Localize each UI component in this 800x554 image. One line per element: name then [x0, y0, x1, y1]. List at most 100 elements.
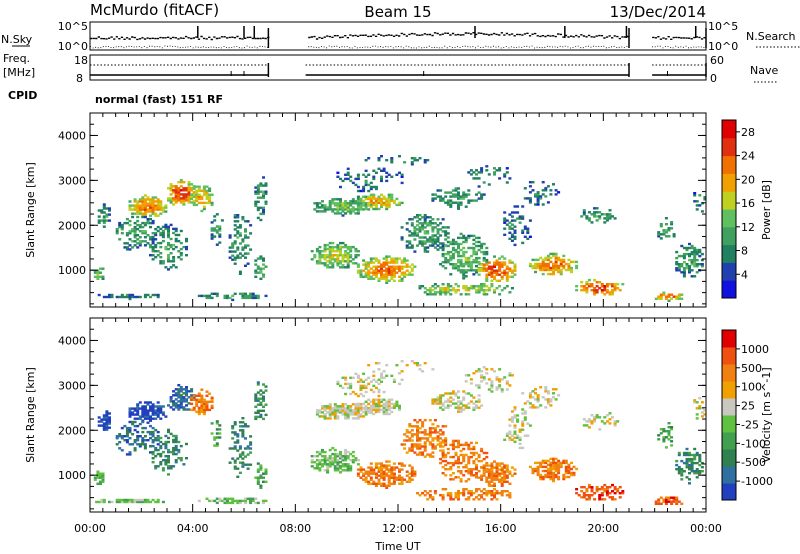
velocity-cell: [469, 470, 473, 473]
power-cell: [431, 238, 435, 241]
power-cell: [377, 269, 381, 272]
velocity-cell: [480, 449, 484, 453]
velocity-cell: [446, 404, 450, 407]
velocity-cell: [362, 468, 366, 471]
power-cell: [423, 226, 427, 229]
power-cell: [585, 291, 589, 294]
power-cell: [318, 206, 322, 209]
power-cell: [439, 197, 443, 200]
velocity-cell: [367, 472, 371, 475]
power-cell: [254, 186, 258, 189]
power-cell: [185, 254, 188, 257]
power-cell: [241, 238, 245, 241]
power-cell: [236, 226, 240, 229]
power-cell: [254, 275, 258, 278]
power-cell: [99, 267, 102, 270]
velocity-cell: [536, 465, 540, 469]
velocity-cell: [254, 476, 258, 479]
power-cell: [367, 273, 371, 276]
velocity-cell: [233, 467, 237, 470]
velocity-cell: [259, 389, 263, 392]
velocity-cell: [552, 396, 555, 399]
velocity-cell: [233, 441, 237, 444]
velocity-cell: [495, 492, 499, 495]
velocity-cell: [131, 422, 135, 426]
power-cell: [100, 209, 104, 212]
velocity-cell: [421, 451, 425, 454]
power-cell: [169, 252, 173, 255]
velocity-cell: [202, 402, 206, 406]
power-cell: [475, 173, 478, 176]
power-cell: [390, 161, 394, 164]
velocity-cell: [382, 466, 386, 469]
velocity-cell: [346, 386, 350, 390]
velocity-cell: [390, 470, 394, 473]
velocity-cell: [321, 455, 324, 458]
power-cell: [341, 245, 345, 249]
velocity-cell: [618, 492, 622, 495]
velocity-cell: [680, 472, 684, 475]
velocity-cell: [364, 407, 368, 410]
power-ytick-label: 3000: [58, 174, 86, 187]
power-cell: [336, 206, 340, 209]
velocity-cell: [244, 499, 247, 503]
velocity-cell: [480, 370, 484, 373]
power-cell: [244, 296, 247, 300]
velocity-cell: [218, 428, 222, 431]
velocity-cell: [372, 378, 376, 381]
power-cell: [431, 244, 435, 247]
power-cell: [467, 189, 471, 192]
velocity-cell: [521, 446, 525, 450]
power-cell: [97, 209, 101, 212]
power-cell: [451, 238, 455, 242]
velocity-cell: [405, 429, 409, 432]
power-cell: [670, 227, 674, 230]
power-cell: [611, 289, 614, 292]
velocity-cell: [449, 492, 453, 495]
velocity-cell: [356, 402, 360, 406]
power-cell: [657, 231, 661, 234]
power-cell: [167, 199, 170, 202]
velocity-cell: [451, 445, 455, 449]
velocity-cell: [143, 443, 147, 446]
velocity-cell: [493, 460, 496, 463]
velocity-cell: [328, 409, 332, 412]
velocity-cell: [197, 406, 201, 410]
velocity-cell: [485, 476, 489, 479]
velocity-cell: [428, 496, 432, 499]
power-cell: [695, 200, 699, 203]
power-cell: [477, 171, 481, 174]
velocity-cell: [259, 486, 263, 489]
velocity-cell: [416, 445, 419, 448]
velocity-cell: [346, 417, 350, 420]
velocity-cell: [344, 469, 348, 472]
power-cell: [133, 206, 137, 209]
velocity-cell: [667, 422, 671, 425]
velocity-cell: [259, 464, 263, 467]
velocity-cell: [464, 480, 468, 483]
velocity-cell: [151, 407, 155, 410]
velocity-cell: [231, 497, 235, 500]
power-cell: [454, 187, 458, 190]
velocity-cell: [549, 471, 553, 475]
power-colorbar-swatch: [722, 262, 736, 281]
power-cell: [480, 171, 484, 174]
velocity-cell: [433, 447, 437, 450]
power-cell: [213, 219, 217, 222]
velocity-cell: [616, 420, 620, 423]
power-cell: [600, 213, 604, 216]
velocity-cell: [554, 463, 558, 467]
power-cell: [521, 229, 525, 232]
velocity-cell: [161, 467, 165, 470]
power-cell: [169, 187, 173, 190]
power-cell: [505, 267, 509, 270]
velocity-cell: [459, 480, 463, 483]
velocity-cell: [482, 498, 486, 501]
velocity-cell: [190, 396, 194, 399]
velocity-cell: [367, 410, 371, 414]
velocity-cell: [310, 459, 314, 462]
power-cell: [210, 227, 214, 230]
power-cell: [418, 222, 422, 225]
power-cell: [331, 241, 335, 245]
power-cell: [659, 225, 663, 228]
